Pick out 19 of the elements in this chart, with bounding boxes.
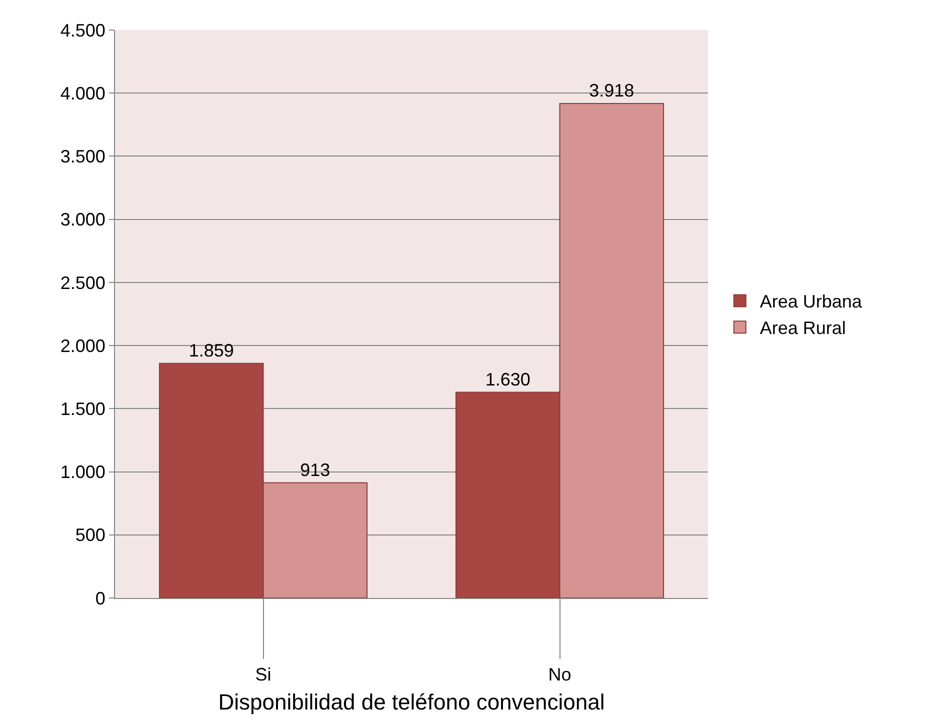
y-tick-label: 2.000 <box>60 336 106 356</box>
y-tick-label: 500 <box>75 525 106 546</box>
data-label: 913 <box>300 460 330 480</box>
y-tick-label: 1.000 <box>60 462 106 482</box>
data-label: 1.630 <box>485 369 530 390</box>
data-label: 3.918 <box>589 80 634 100</box>
legend-label: Area Urbana <box>760 292 863 312</box>
y-tick-label: 4.000 <box>60 83 106 104</box>
y-tick-label: 3.000 <box>60 210 106 230</box>
y-tick-label: 0 <box>95 588 106 608</box>
y-tick-label: 3.500 <box>60 146 106 167</box>
x-axis-title: Disponibilidad de teléfono convencional <box>218 690 605 714</box>
legend-label: Area Rural <box>760 318 846 338</box>
y-tick-label: 4.500 <box>60 20 106 40</box>
data-label: 1.859 <box>188 340 234 360</box>
x-tick-label: No <box>548 664 572 685</box>
x-tick-label: Si <box>255 664 272 685</box>
y-tick-label: 1.500 <box>60 398 106 419</box>
y-tick-label: 2.500 <box>60 272 106 293</box>
